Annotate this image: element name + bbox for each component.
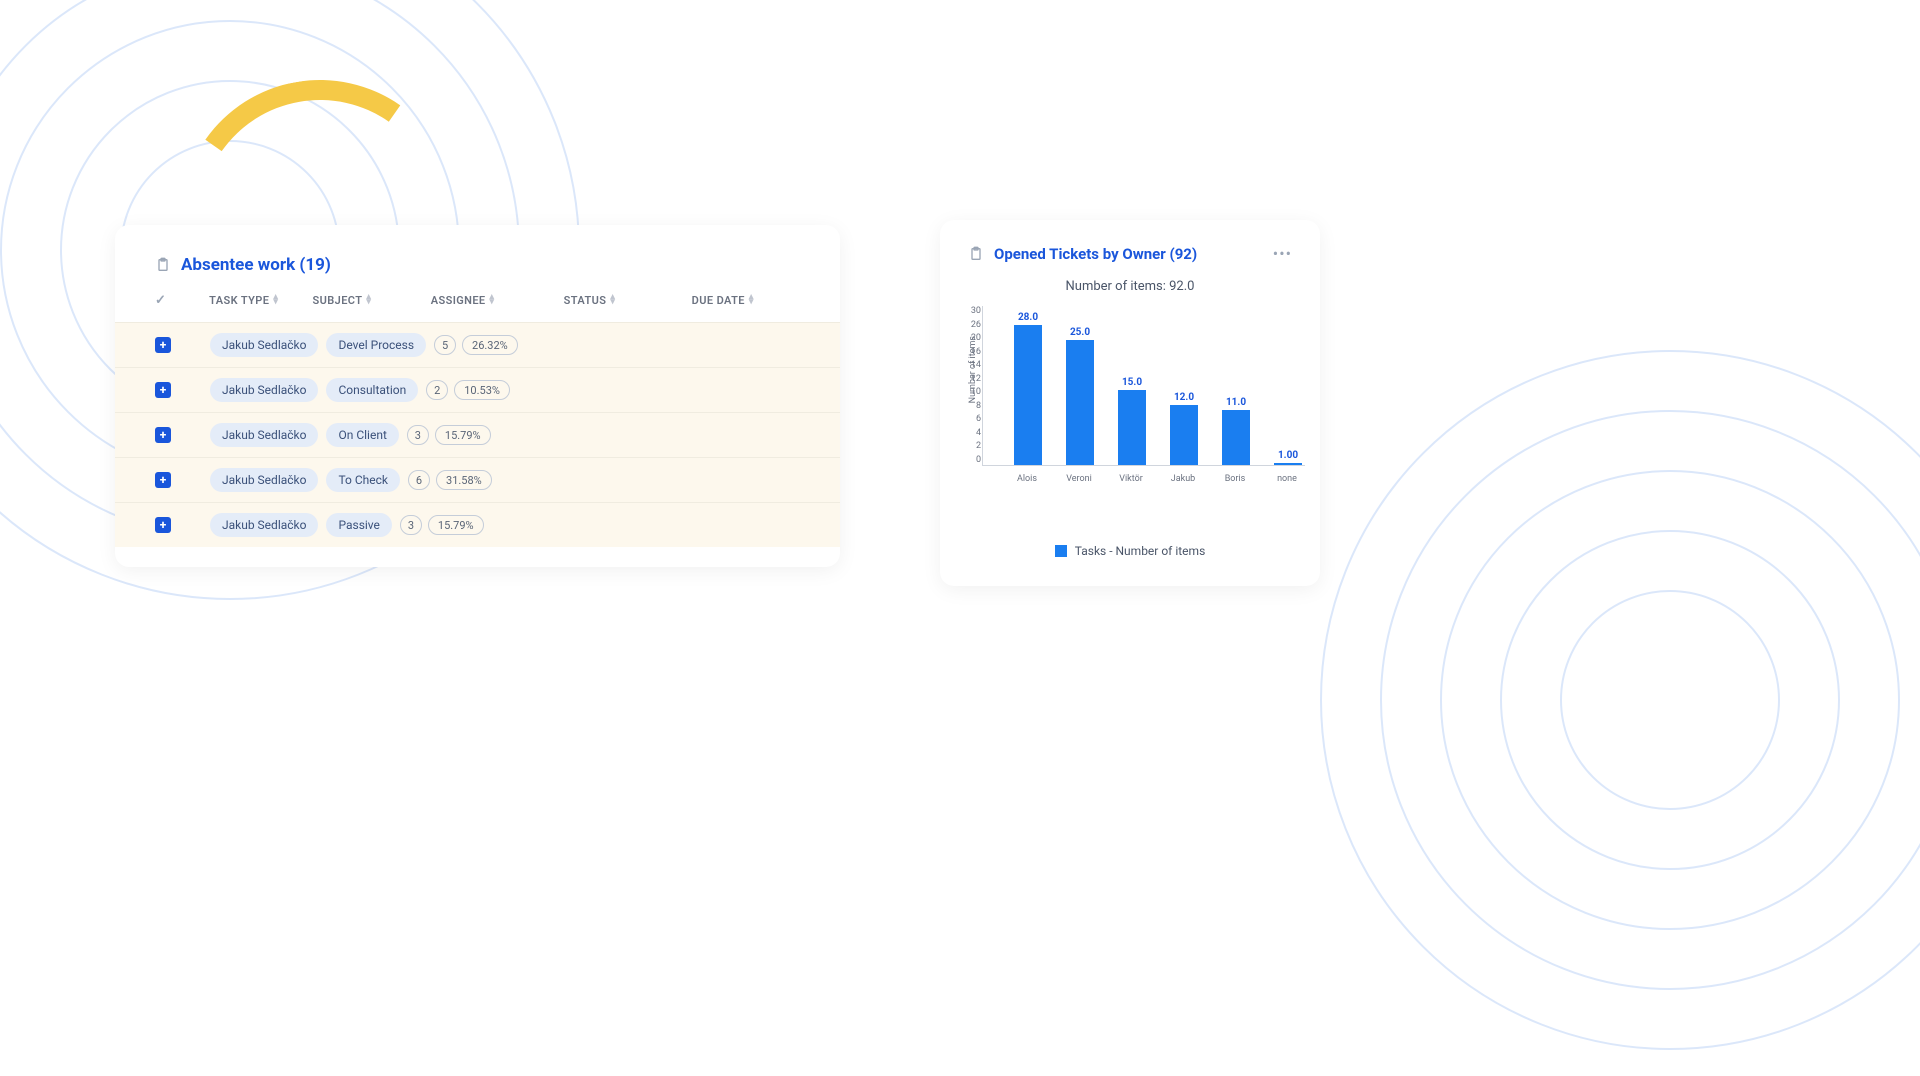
absentee-work-card: Absentee work (19) ✓ TASK TYPE▴▾ SUBJECT… xyxy=(115,225,840,567)
col-header-duedate[interactable]: DUE DATE▴▾ xyxy=(692,294,800,307)
y-tick: 20 xyxy=(959,333,981,343)
chart-legend: Tasks - Number of items xyxy=(968,544,1292,558)
chart-subtitle: Number of items: 92.0 xyxy=(968,279,1292,294)
y-tick: 14 xyxy=(959,360,981,370)
tickets-chart-card: Opened Tickets by Owner (92) ••• Number … xyxy=(940,220,1320,586)
table-body: + Jakub Sedlačko Devel Process 5 26.32% … xyxy=(115,322,840,547)
card-right-header: Opened Tickets by Owner (92) ••• xyxy=(968,244,1292,263)
bars-container: 28.0 25.0 15.0 12.0 11.0 1.00 xyxy=(1011,306,1305,465)
sort-icon: ▴▾ xyxy=(273,295,278,306)
table-row: + Jakub Sedlačko Passive 3 15.79% xyxy=(115,502,840,547)
table-row: + Jakub Sedlačko To Check 6 31.58% xyxy=(115,457,840,502)
bar xyxy=(1118,390,1146,465)
bar xyxy=(1066,340,1094,465)
bar-column: 12.0 xyxy=(1167,392,1201,465)
sort-icon: ▴▾ xyxy=(366,295,371,306)
col-header-assignee[interactable]: ASSIGNEE▴▾ xyxy=(431,294,564,307)
count-badge: 6 xyxy=(408,470,430,490)
bar xyxy=(1170,405,1198,465)
assignee-pill: Jakub Sedlačko xyxy=(210,468,318,492)
y-tick: 30 xyxy=(959,306,981,316)
y-tick: 0 xyxy=(959,455,981,465)
bar xyxy=(1014,325,1042,465)
subject-pill: To Check xyxy=(326,468,400,492)
count-badge: 3 xyxy=(407,425,429,445)
bar-value-label: 1.00 xyxy=(1278,450,1298,461)
table-row: + Jakub Sedlačko Devel Process 5 26.32% xyxy=(115,322,840,367)
pct-badge: 15.79% xyxy=(435,425,491,445)
bar-value-label: 28.0 xyxy=(1018,312,1038,323)
bar xyxy=(1222,410,1250,465)
check-icon: ✓ xyxy=(155,293,166,308)
chart-grid: 0246810121416202630 28.025.015.012.011.0… xyxy=(982,306,1305,466)
x-label: Alois xyxy=(1010,474,1044,484)
pct-badge: 26.32% xyxy=(462,335,518,355)
bar-column: 1.00 xyxy=(1271,450,1305,465)
table-header: ✓ TASK TYPE▴▾ SUBJECT▴▾ ASSIGNEE▴▾ STATU… xyxy=(115,293,840,322)
bar-column: 25.0 xyxy=(1063,327,1097,465)
x-label: Viktör xyxy=(1114,474,1148,484)
col-header-tasktype[interactable]: TASK TYPE▴▾ xyxy=(209,294,312,307)
pct-badge: 31.58% xyxy=(436,470,492,490)
assignee-pill: Jakub Sedlačko xyxy=(210,423,318,447)
bar-column: 11.0 xyxy=(1219,397,1253,465)
expand-button[interactable]: + xyxy=(155,427,171,443)
x-label: Veroni xyxy=(1062,474,1096,484)
bg-circles-right xyxy=(1320,350,1920,1050)
bar xyxy=(1274,463,1302,465)
pct-badge: 10.53% xyxy=(454,380,510,400)
assignee-pill: Jakub Sedlačko xyxy=(210,513,318,537)
y-ticks: 0 2 4 6 8 10 12 14 16 20 26 30 xyxy=(959,306,981,465)
bar-column: 28.0 xyxy=(1011,312,1045,465)
bar-column: 15.0 xyxy=(1115,377,1149,465)
y-tick: 6 xyxy=(959,414,981,424)
subject-pill: Devel Process xyxy=(326,333,426,357)
x-label: Jakub xyxy=(1166,474,1200,484)
bar-value-label: 25.0 xyxy=(1070,327,1090,338)
sort-icon: ▴▾ xyxy=(749,295,754,306)
col-header-status[interactable]: STATUS▴▾ xyxy=(564,294,692,307)
assignee-pill: Jakub Sedlačko xyxy=(210,333,318,357)
count-badge: 3 xyxy=(400,515,422,535)
col-header-subject[interactable]: SUBJECT▴▾ xyxy=(313,294,431,307)
y-tick: 16 xyxy=(959,347,981,357)
x-label: Boris xyxy=(1218,474,1252,484)
expand-button[interactable]: + xyxy=(155,472,171,488)
y-tick: 8 xyxy=(959,401,981,411)
card-header: Absentee work (19) xyxy=(115,255,840,293)
pct-badge: 15.79% xyxy=(428,515,484,535)
card-title: Absentee work (19) xyxy=(181,255,331,275)
clipboard-icon xyxy=(968,246,984,262)
subject-pill: Consultation xyxy=(326,378,418,402)
table-row: + Jakub Sedlačko On Client 3 15.79% xyxy=(115,412,840,457)
count-badge: 5 xyxy=(434,335,456,355)
y-tick: 4 xyxy=(959,428,981,438)
assignee-pill: Jakub Sedlačko xyxy=(210,378,318,402)
expand-button[interactable]: + xyxy=(155,517,171,533)
y-tick: 2 xyxy=(959,441,981,451)
clipboard-icon xyxy=(155,257,171,273)
legend-text: Tasks - Number of items xyxy=(1075,544,1206,558)
subject-pill: On Client xyxy=(326,423,398,447)
legend-swatch xyxy=(1055,545,1067,557)
count-badge: 2 xyxy=(426,380,448,400)
subject-pill: Passive xyxy=(326,513,391,537)
chart-title: Opened Tickets by Owner (92) xyxy=(994,245,1197,263)
x-label: none xyxy=(1270,474,1304,484)
y-tick: 26 xyxy=(959,320,981,330)
sort-icon: ▴▾ xyxy=(490,295,495,306)
bar-value-label: 15.0 xyxy=(1122,377,1142,388)
more-icon[interactable]: ••• xyxy=(1273,244,1292,263)
table-row: + Jakub Sedlačko Consultation 2 10.53% xyxy=(115,367,840,412)
expand-button[interactable]: + xyxy=(155,337,171,353)
x-labels: Alois Veroni Viktör Jakub Boris none xyxy=(982,474,1305,484)
bar-value-label: 11.0 xyxy=(1226,397,1246,408)
y-tick: 12 xyxy=(959,374,981,384)
bar-value-label: 12.0 xyxy=(1174,392,1194,403)
sort-icon: ▴▾ xyxy=(610,295,615,306)
expand-button[interactable]: + xyxy=(155,382,171,398)
y-tick: 10 xyxy=(959,387,981,397)
